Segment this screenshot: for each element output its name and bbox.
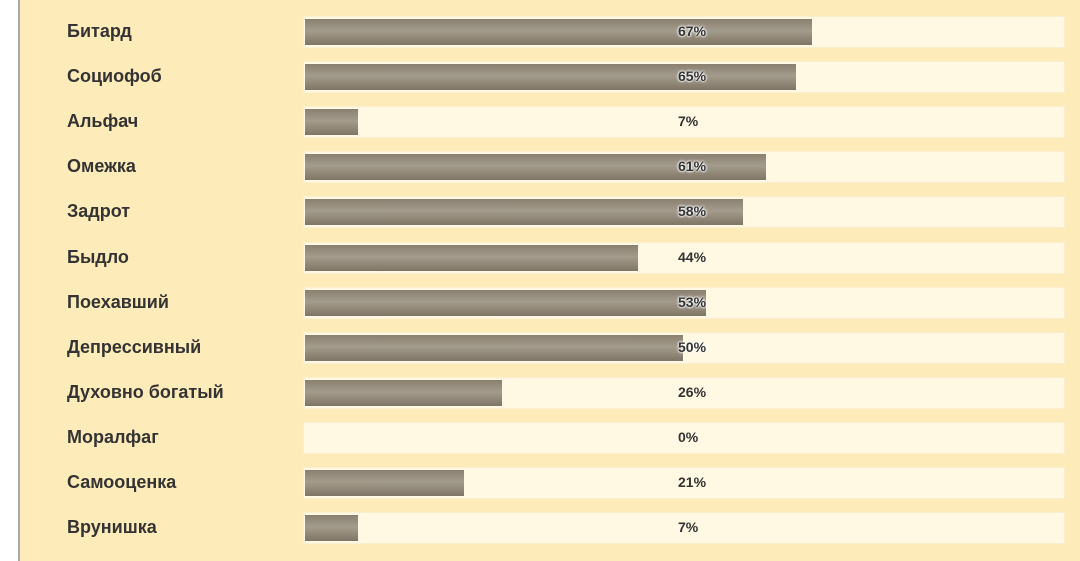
bar	[305, 470, 464, 496]
category-label: Депрессивный	[67, 336, 202, 357]
value-label: 26%	[678, 383, 707, 400]
category-label: Омежка	[67, 156, 136, 177]
category-label: Быдло	[67, 246, 129, 267]
value-label: 0%	[678, 428, 699, 445]
chart-row: Моралфаг 0%	[20, 419, 1080, 464]
chart-row: Врунишка 7%	[20, 509, 1080, 554]
bar-track: 0%	[303, 421, 1065, 454]
category-label: Врунишка	[67, 517, 157, 538]
bar	[305, 199, 744, 226]
chart-row: Поехавший 53%	[20, 284, 1080, 329]
bar-track: 50%	[303, 331, 1065, 364]
bar	[305, 289, 706, 316]
bar-track: 7%	[303, 106, 1065, 139]
chart-row: Духовно богатый 26%	[20, 374, 1080, 419]
bar	[305, 379, 502, 406]
chart-row: Социофоб 65%	[20, 58, 1080, 103]
category-label: Социофоб	[67, 66, 162, 87]
value-label: 67%	[678, 23, 707, 39]
bar	[305, 109, 358, 136]
bar-track: 67%	[303, 16, 1065, 48]
value-label: 7%	[678, 519, 699, 536]
chart-row: Альфач 7%	[20, 103, 1080, 148]
value-label: 53%	[678, 293, 707, 310]
bar-track: 44%	[303, 241, 1065, 274]
value-label: 50%	[678, 338, 707, 355]
bar-track: 58%	[303, 196, 1065, 229]
value-label: 44%	[678, 248, 707, 265]
category-label: Моралфаг	[67, 426, 159, 447]
chart-row: Депрессивный 50%	[20, 329, 1080, 374]
value-label: 58%	[678, 203, 707, 220]
chart-row: Омежка 61%	[20, 148, 1080, 193]
results-panel: Битард 67% Социофоб 65% Альфач 7% Омежка 61% Зад…	[18, 0, 1080, 561]
bar	[305, 515, 358, 542]
chart-row: Битард 67%	[20, 13, 1080, 58]
value-label: 65%	[678, 68, 707, 85]
bar-track: 65%	[303, 61, 1065, 94]
chart-row: Задрот 58%	[20, 193, 1080, 238]
bar-track: 26%	[303, 376, 1065, 409]
bar	[305, 334, 683, 361]
bar	[305, 244, 638, 271]
bar-track: 7%	[303, 512, 1065, 545]
bar-track: 21%	[303, 467, 1065, 499]
category-label: Самооценка	[67, 472, 177, 492]
category-label: Битард	[67, 21, 132, 41]
bar	[305, 19, 812, 45]
bar	[305, 64, 797, 91]
bar-track: 53%	[303, 286, 1065, 319]
value-label: 61%	[678, 158, 707, 175]
category-label: Поехавший	[67, 291, 169, 312]
chart-row: Быдло 44%	[20, 239, 1080, 284]
value-label: 7%	[678, 113, 699, 130]
category-label: Альфач	[67, 111, 139, 132]
value-label: 21%	[678, 474, 707, 490]
category-label: Задрот	[67, 201, 131, 222]
chart-row: Самооценка 21%	[20, 464, 1080, 509]
bar-track: 61%	[303, 151, 1065, 184]
bar	[305, 154, 767, 181]
category-label: Духовно богатый	[67, 381, 224, 402]
